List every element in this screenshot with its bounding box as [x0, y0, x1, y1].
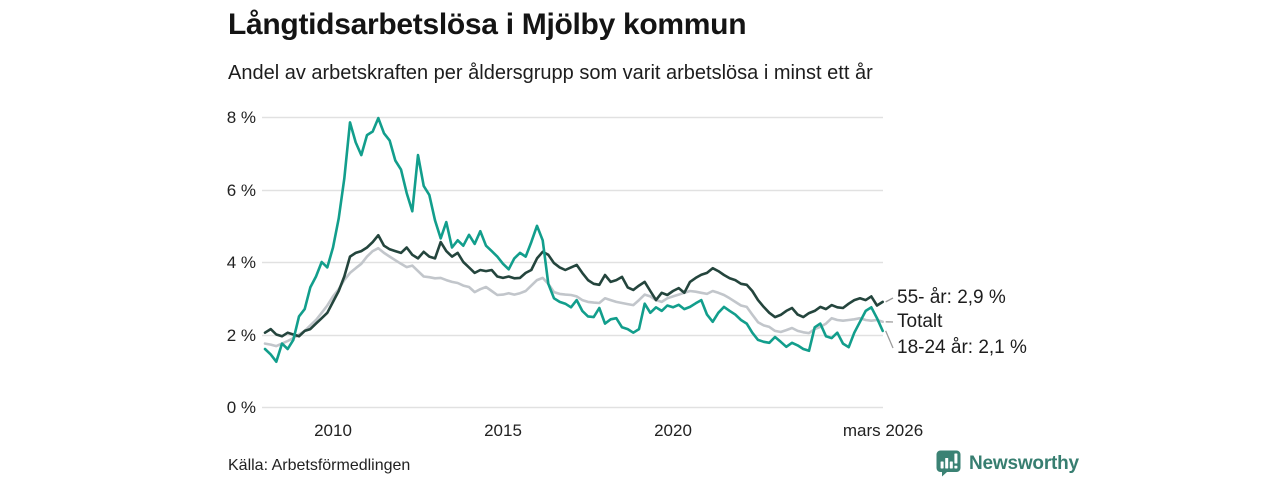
series-label-18-24: 18-24 år: 2,1 %: [897, 337, 1027, 358]
series-label-total: Totalt: [897, 311, 943, 332]
annotation-connector: [885, 330, 894, 349]
series-line-Totalt: [263, 246, 885, 348]
y-tick-label: 4 %: [226, 252, 256, 272]
y-tick-label: 8 %: [226, 107, 256, 127]
series-label-55: 55- år: 2,9 %: [897, 287, 1006, 308]
page-title: Långtidsarbetslösa i Mjölby kommun: [228, 8, 747, 41]
source-note: Källa: Arbetsförmedlingen: [228, 457, 411, 474]
brand-name: Newsworthy: [969, 452, 1079, 474]
x-tick-label: 2010: [314, 421, 352, 440]
series-line-55r: [263, 233, 885, 338]
x-tick-label: 2015: [484, 421, 522, 440]
y-tick-label: 6 %: [226, 180, 256, 200]
x-tick-label: 2020: [654, 421, 692, 440]
series-line-1824r: [263, 116, 885, 364]
brand-logo: Newsworthy: [936, 450, 1079, 477]
y-tick-label: 2 %: [226, 325, 256, 345]
y-tick-label: 0 %: [226, 397, 256, 417]
newsworthy-icon: [936, 450, 961, 477]
x-tick-label: mars 2026: [842, 421, 924, 440]
annotation-connector: [885, 297, 894, 303]
chart-subtitle: Andel av arbetskraften per åldersgrupp s…: [228, 62, 873, 84]
